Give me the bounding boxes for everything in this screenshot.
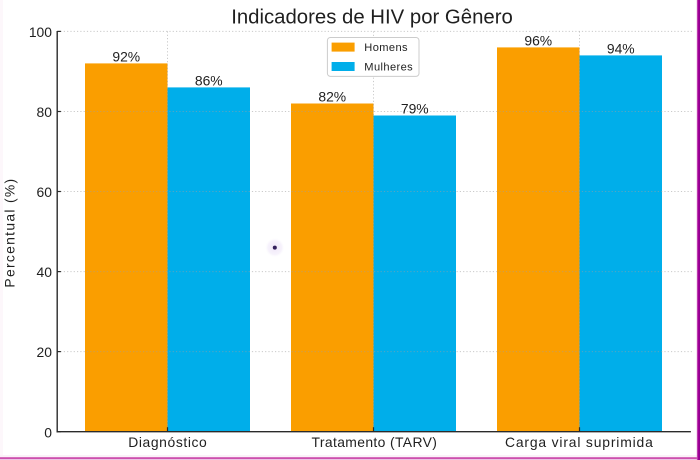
svg-text:40: 40: [37, 264, 53, 280]
svg-text:79%: 79%: [401, 101, 429, 117]
svg-text:60: 60: [37, 184, 53, 200]
svg-text:80: 80: [37, 104, 53, 120]
svg-text:96%: 96%: [524, 32, 552, 48]
svg-text:0: 0: [44, 424, 52, 440]
svg-text:82%: 82%: [318, 89, 346, 105]
svg-text:92%: 92%: [112, 48, 140, 64]
svg-text:94%: 94%: [607, 40, 635, 56]
svg-text:Mulheres: Mulheres: [364, 61, 413, 73]
svg-text:Tratamento (TARV): Tratamento (TARV): [312, 434, 438, 450]
svg-text:20: 20: [37, 344, 53, 360]
svg-text:Homens: Homens: [364, 42, 408, 54]
svg-text:Carga viral suprimida: Carga viral suprimida: [505, 434, 654, 450]
svg-text:Diagnóstico: Diagnóstico: [128, 434, 207, 450]
svg-text:86%: 86%: [195, 72, 223, 88]
svg-text:100: 100: [29, 24, 52, 40]
svg-text:Indicadores de HIV por Gênero: Indicadores de HIV por Gênero: [231, 6, 513, 28]
svg-text:Percentual (%): Percentual (%): [1, 178, 17, 288]
